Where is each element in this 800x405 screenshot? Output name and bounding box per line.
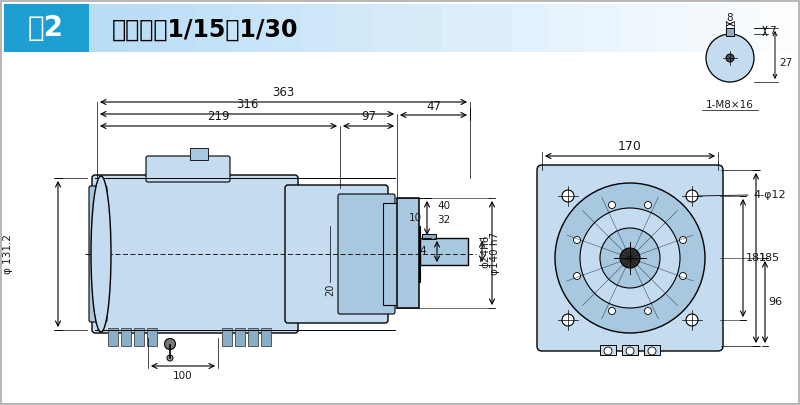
Text: 100: 100 — [173, 371, 193, 381]
Bar — [420, 238, 468, 265]
FancyBboxPatch shape — [406, 4, 443, 52]
Bar — [644, 345, 660, 355]
FancyBboxPatch shape — [124, 4, 161, 52]
Text: 97: 97 — [361, 111, 376, 124]
Text: 7: 7 — [769, 26, 776, 36]
FancyBboxPatch shape — [301, 4, 337, 52]
Circle shape — [562, 314, 574, 326]
FancyBboxPatch shape — [230, 4, 266, 52]
Circle shape — [686, 314, 698, 326]
FancyBboxPatch shape — [190, 148, 208, 160]
FancyBboxPatch shape — [4, 4, 89, 52]
Text: 10: 10 — [409, 213, 422, 223]
Text: 363: 363 — [272, 87, 294, 100]
Circle shape — [679, 273, 686, 279]
Circle shape — [580, 208, 680, 308]
Circle shape — [679, 237, 686, 243]
Circle shape — [604, 347, 612, 355]
FancyBboxPatch shape — [336, 4, 372, 52]
Circle shape — [686, 190, 698, 202]
Circle shape — [165, 339, 175, 350]
FancyBboxPatch shape — [760, 4, 796, 52]
Text: 40: 40 — [437, 201, 450, 211]
FancyBboxPatch shape — [618, 4, 654, 52]
FancyBboxPatch shape — [266, 4, 302, 52]
Circle shape — [620, 248, 640, 268]
Circle shape — [645, 202, 651, 209]
Bar — [622, 345, 638, 355]
Text: 減速比　1/15～1/30: 減速比 1/15～1/30 — [112, 18, 298, 42]
Ellipse shape — [91, 176, 111, 332]
Text: 47: 47 — [426, 100, 441, 113]
Bar — [121, 328, 131, 346]
FancyBboxPatch shape — [725, 4, 761, 52]
FancyBboxPatch shape — [397, 198, 419, 308]
FancyBboxPatch shape — [338, 194, 395, 314]
Bar — [134, 328, 144, 346]
Bar — [108, 328, 118, 346]
Bar — [235, 328, 245, 346]
Circle shape — [609, 307, 615, 315]
Circle shape — [648, 347, 656, 355]
Circle shape — [574, 237, 581, 243]
Text: 20: 20 — [325, 284, 335, 296]
Text: 170: 170 — [618, 141, 642, 153]
Bar — [600, 345, 616, 355]
FancyBboxPatch shape — [548, 4, 584, 52]
Circle shape — [562, 190, 574, 202]
Bar — [261, 328, 271, 346]
Circle shape — [167, 355, 173, 361]
FancyBboxPatch shape — [89, 186, 107, 322]
FancyBboxPatch shape — [160, 4, 196, 52]
Text: 27: 27 — [779, 58, 792, 68]
Bar — [726, 28, 734, 36]
Text: φ 131.2: φ 131.2 — [3, 234, 13, 274]
FancyBboxPatch shape — [92, 175, 298, 333]
FancyBboxPatch shape — [146, 156, 230, 182]
Text: 32: 32 — [437, 215, 450, 225]
FancyBboxPatch shape — [478, 4, 514, 52]
Circle shape — [626, 347, 634, 355]
Bar — [419, 226, 420, 282]
Circle shape — [645, 307, 651, 315]
FancyBboxPatch shape — [93, 232, 107, 276]
Text: 316: 316 — [236, 98, 258, 111]
Circle shape — [706, 34, 754, 82]
Circle shape — [726, 54, 734, 62]
Text: 4: 4 — [419, 247, 426, 256]
FancyBboxPatch shape — [285, 185, 388, 323]
FancyBboxPatch shape — [583, 4, 619, 52]
FancyBboxPatch shape — [442, 4, 478, 52]
Circle shape — [600, 228, 660, 288]
Text: 96: 96 — [768, 297, 782, 307]
Text: 1-M8×16: 1-M8×16 — [706, 100, 754, 110]
FancyBboxPatch shape — [537, 165, 723, 351]
FancyBboxPatch shape — [195, 4, 231, 52]
Bar — [248, 328, 258, 346]
FancyBboxPatch shape — [383, 203, 403, 305]
Text: 181: 181 — [746, 253, 767, 263]
FancyBboxPatch shape — [654, 4, 690, 52]
FancyBboxPatch shape — [513, 4, 549, 52]
Text: 図2: 図2 — [28, 14, 64, 42]
Text: φ140 h7: φ140 h7 — [490, 231, 500, 275]
Circle shape — [609, 202, 615, 209]
Circle shape — [574, 273, 581, 279]
Circle shape — [555, 183, 705, 333]
Bar — [147, 328, 157, 346]
Bar — [222, 328, 232, 346]
Bar — [422, 234, 436, 239]
Text: φ24h6: φ24h6 — [480, 235, 490, 268]
FancyBboxPatch shape — [89, 4, 795, 52]
Text: 4-φ12: 4-φ12 — [753, 190, 786, 200]
Text: 8: 8 — [726, 13, 734, 23]
Text: 219: 219 — [207, 111, 230, 124]
FancyBboxPatch shape — [689, 4, 726, 52]
FancyBboxPatch shape — [89, 4, 126, 52]
Text: 185: 185 — [759, 253, 780, 263]
FancyBboxPatch shape — [371, 4, 408, 52]
